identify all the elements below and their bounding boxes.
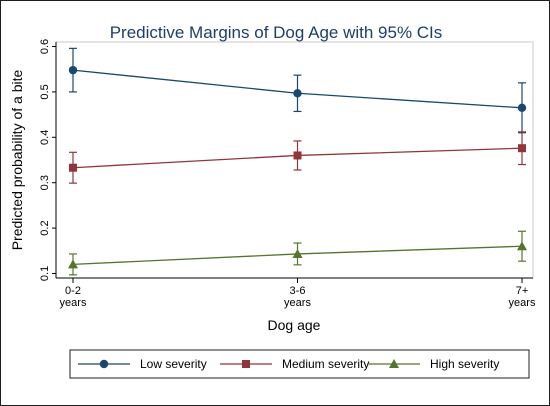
y-tick-label: 0.4: [39, 130, 51, 145]
series-1: [68, 47, 527, 134]
y-tick-label: 0.6: [39, 39, 51, 54]
legend-swatch-marker: [99, 359, 109, 369]
data-point-marker: [68, 259, 78, 269]
y-tick-label: 0.1: [39, 266, 51, 281]
data-point-marker: [517, 241, 527, 251]
legend-item-3: High severity: [368, 357, 499, 371]
legend-label: Low severity: [140, 357, 207, 371]
legend: Low severity Medium severity High severity: [78, 357, 499, 371]
data-point-marker: [292, 248, 303, 258]
data-point-marker: [69, 163, 77, 172]
data-point-marker: [293, 89, 302, 98]
legend-item-1: Low severity: [78, 357, 207, 371]
x-tick-label: 0-2: [65, 285, 81, 297]
y-tick-label: 0.3: [39, 175, 51, 190]
legend-swatch-marker: [389, 359, 399, 368]
y-tick-label: 0.5: [39, 84, 51, 99]
x-tick-label: 3-6: [290, 285, 306, 297]
x-tick-label: years: [60, 297, 87, 309]
x-axis-label: Dog age: [268, 317, 321, 333]
legend-box: [69, 349, 530, 379]
plot-series: [68, 47, 527, 276]
data-point-marker: [517, 103, 527, 113]
series-2: [69, 131, 526, 184]
data-point-marker: [293, 151, 302, 160]
y-axis-ticks: 0.1 0.2 0.3 0.4 0.5 0.6: [39, 39, 56, 281]
x-tick-label: years: [284, 297, 311, 309]
y-tick-label: 0.2: [39, 220, 51, 235]
legend-label: Medium severity: [282, 357, 369, 371]
legend-item-2: Medium severity: [220, 357, 369, 371]
data-point-marker: [518, 144, 526, 153]
chart-title: Predictive Margins of Dog Age with 95% C…: [110, 23, 443, 42]
x-tick-label: years: [509, 297, 536, 309]
data-point-marker: [68, 65, 78, 75]
x-tick-label: 7+: [516, 285, 529, 297]
legend-label: High severity: [430, 357, 499, 371]
series-3: [68, 230, 527, 276]
y-axis-label: Predicted probability of a bite: [9, 70, 25, 251]
legend-swatch-marker: [242, 360, 250, 368]
